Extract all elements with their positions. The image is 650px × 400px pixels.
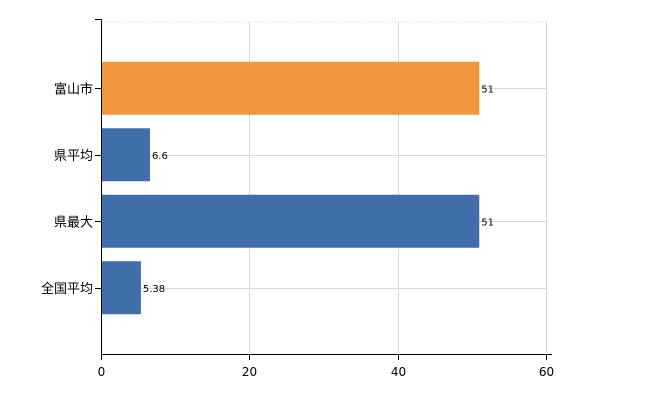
data-label-1: 6.6 — [152, 151, 168, 162]
bar-3 — [101, 261, 141, 315]
category-label-3: 全国平均 — [41, 281, 93, 297]
category-label-2: 県最大 — [54, 215, 93, 230]
data-label-3: 5.38 — [143, 284, 165, 295]
category-label-1: 県平均 — [54, 149, 93, 164]
x-tick-label-60: 60 — [539, 365, 554, 379]
bars — [101, 61, 480, 315]
axes — [95, 19, 552, 360]
x-tick-label-20: 20 — [242, 365, 257, 379]
bar-1 — [101, 128, 150, 182]
x-tick-label-40: 40 — [391, 365, 406, 379]
bar-0 — [101, 61, 480, 115]
x-tick-label-0: 0 — [98, 365, 106, 379]
data-label-2: 51 — [481, 217, 494, 228]
category-label-0: 富山市 — [54, 81, 93, 97]
data-label-0: 51 — [481, 84, 494, 95]
bar-2 — [101, 194, 480, 248]
